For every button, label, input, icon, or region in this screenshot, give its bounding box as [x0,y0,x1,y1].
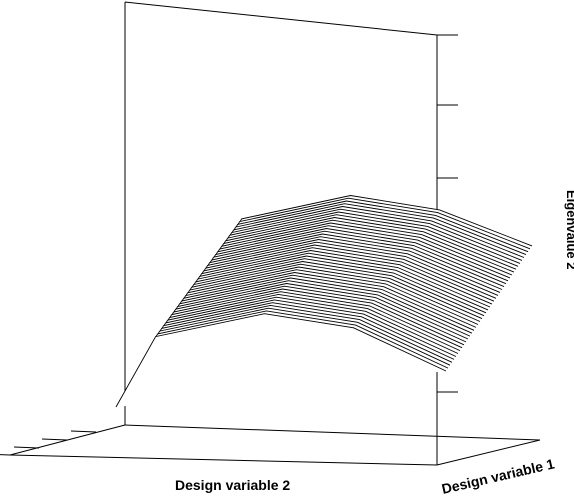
z-axis-label: Eigenvalue 2 [564,190,574,269]
x-axis-label: Design variable 2 [175,477,290,493]
box-floor-front-edge [9,454,438,466]
y-axis-tick [13,446,40,449]
surface-slice [115,313,447,408]
y-axis-label: Design variable 1 [440,455,556,497]
box-top-edge [124,1,438,36]
box-floor-left-edge [9,424,126,456]
y-axis-tick [0,454,11,456]
y-axis-tick [70,430,97,433]
box-floor-right-edge [436,439,541,466]
y-axis-ticks [0,430,97,456]
y-axis-tick [41,438,68,441]
surface-mesh [115,195,533,408]
box-floor-back-edge [124,424,541,441]
